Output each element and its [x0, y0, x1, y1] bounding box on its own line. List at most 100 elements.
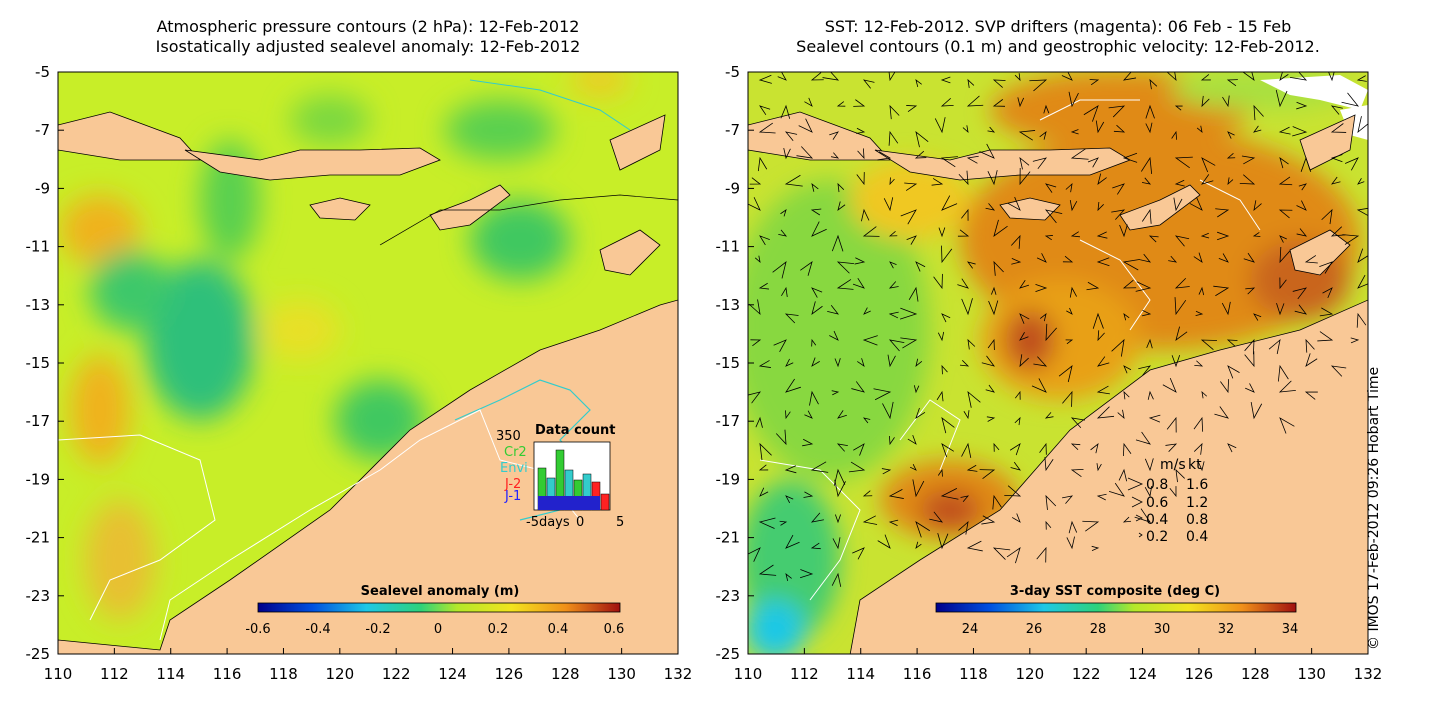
velocity-arrow: [941, 416, 955, 434]
velocity-legend-ms-3: 0.2: [1146, 529, 1168, 545]
velocity-arrow: [1243, 252, 1255, 263]
velocity-arrow: [811, 357, 820, 367]
left-map-area: [58, 72, 678, 654]
lon-label: 118: [959, 665, 988, 683]
sla-tick-1: -0.4: [305, 622, 330, 637]
velocity-arrow: [810, 542, 821, 550]
lat-label: -11: [716, 238, 741, 256]
lat-label: -19: [26, 470, 51, 488]
lat-label: -19: [716, 470, 741, 488]
velocity-arrow: [1165, 443, 1178, 452]
velocity-arrow: [862, 417, 871, 424]
velocity-arrow: [1145, 122, 1153, 134]
velocity-arrow: [1149, 78, 1158, 90]
lat-label: -5: [35, 63, 50, 81]
velocity-arrow: [1227, 443, 1237, 453]
velocity-arrow: [783, 148, 791, 160]
velocity-arrow: [1069, 199, 1078, 212]
velocity-arrow: [857, 148, 865, 160]
velocity-arrow: [1356, 312, 1367, 328]
velocity-arrow: [759, 235, 770, 246]
velocity-arrow: [1039, 312, 1047, 322]
velocity-arrow: [1039, 442, 1047, 455]
velocity-arrow: [888, 311, 899, 319]
velocity-arrow: [1004, 485, 1022, 497]
velocity-arrow: [1277, 364, 1289, 382]
right-title-line1: SST: 12-Feb-2012. SVP drifters (magenta)…: [824, 17, 1292, 36]
lat-label: -21: [716, 529, 741, 547]
velocity-arrow: [1173, 197, 1183, 212]
velocity-arrow: [1296, 101, 1308, 110]
lon-label: 130: [1297, 665, 1326, 683]
velocity-arrow: [748, 391, 762, 404]
velocity-arrow: [960, 495, 970, 503]
velocity-arrow: [1018, 130, 1036, 141]
velocity-arrow: [811, 182, 819, 192]
velocity-arrow: [1253, 125, 1262, 133]
velocity-arrow: [941, 364, 948, 375]
velocity-arrow: [778, 229, 788, 237]
velocity-arrow: [1044, 457, 1054, 472]
velocity-arrow: [888, 281, 899, 289]
velocity-arrow: [1162, 377, 1177, 393]
velocity-arrow: [1305, 338, 1315, 353]
sst-map: m/s kt 0.8 1.6 0.6 1.2 0.4 0.8 0.2 0.4 3…: [716, 63, 1383, 683]
velocity-arrow: [836, 261, 854, 274]
sla-tick-4: 0.2: [488, 622, 509, 637]
velocity-arrow: [1070, 148, 1089, 160]
sst-tick-1: 26: [1026, 622, 1043, 637]
velocity-arrow: [1011, 257, 1022, 265]
velocity-arrow: [811, 301, 823, 316]
velocity-arrow: [941, 245, 953, 264]
velocity-arrow: [915, 78, 922, 88]
lat-label: -9: [35, 179, 50, 197]
velocity-arrow: [915, 521, 930, 538]
velocity-arrow: [1043, 104, 1050, 114]
velocity-arrow: [829, 330, 839, 341]
velocity-arrow: [940, 76, 951, 84]
velocity-arrow: [759, 442, 772, 461]
velocity-arrow: [1123, 313, 1130, 321]
velocity-arrow: [1019, 332, 1029, 341]
velocity-arrow: [1242, 72, 1255, 81]
velocity-arrow: [1019, 280, 1030, 289]
imos-credit: © IMOS 17-Feb-2012 09:26 Hobart Time: [1366, 366, 1382, 650]
velocity-arrow: [811, 287, 823, 298]
velocity-arrow: [1122, 152, 1138, 163]
velocity-arrow: [1092, 312, 1104, 329]
velocity-arrow: [1087, 157, 1099, 168]
velocity-arrow: [1141, 310, 1152, 317]
lat-label: -5: [725, 63, 740, 81]
velocity-arrow: [853, 443, 865, 456]
velocity-arrow: [1006, 547, 1021, 564]
lat-label: -13: [26, 296, 51, 314]
lon-label: 132: [664, 665, 693, 683]
velocity-arrow: [1279, 277, 1287, 290]
velocity-arrow: [990, 286, 997, 295]
velocity-arrow: [781, 286, 788, 298]
velocity-arrow: [856, 127, 866, 134]
velocity-arrow: [887, 354, 896, 368]
velocity-arrow: [981, 355, 996, 367]
velocity-arrow: [1268, 338, 1281, 355]
velocity-arrow: [967, 390, 981, 408]
velocity-arrow: [941, 443, 954, 458]
velocity-arrow: [1019, 156, 1030, 170]
velocity-arrow: [929, 511, 944, 523]
velocity-arrow: [754, 255, 761, 264]
velocity-arrow: [798, 118, 813, 133]
velocity-arrow: [883, 197, 894, 212]
velocity-arrow: [889, 177, 895, 186]
velocity-arrow: [1276, 303, 1285, 316]
velocity-arrow: [1122, 279, 1137, 289]
velocity-arrow: [1148, 235, 1159, 243]
sla-tick-0: -0.6: [245, 622, 270, 637]
velocity-arrow: [986, 416, 996, 422]
right-title-line2: Sealevel contours (0.1 m) and geostrophi…: [796, 37, 1320, 56]
velocity-arrow: [981, 515, 996, 525]
velocity-arrow: [809, 390, 819, 406]
velocity-arrow: [1032, 157, 1048, 170]
velocity-arrow: [1278, 380, 1296, 393]
velocity-arrow: [1193, 442, 1203, 455]
velocity-arrow: [1195, 310, 1204, 317]
